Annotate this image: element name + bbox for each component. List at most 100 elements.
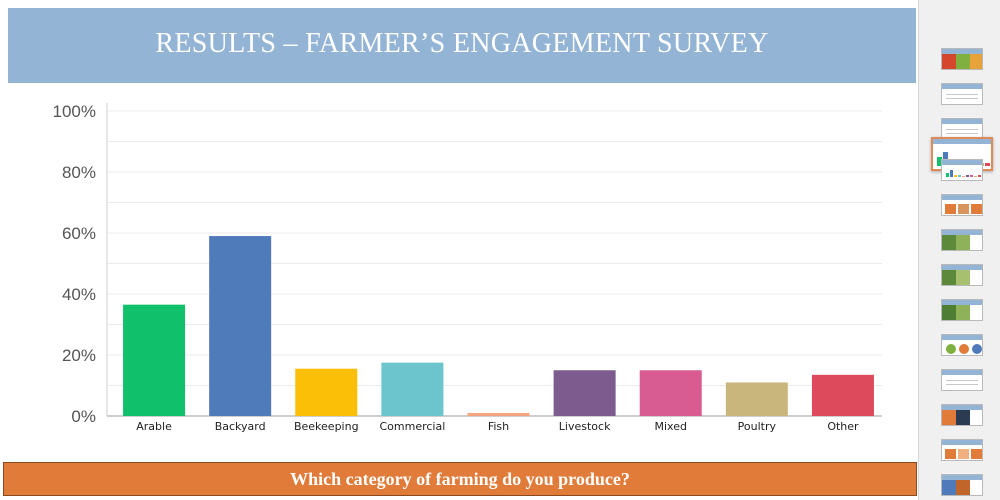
x-tick-label: Fish — [488, 420, 509, 433]
slide-thumbnail[interactable] — [941, 264, 983, 286]
x-tick-label: Arable — [136, 420, 172, 433]
slide-thumbnail[interactable] — [941, 194, 983, 216]
x-tick-label: Livestock — [559, 420, 611, 433]
x-axis-labels: Arable Backyard Beekeeping Commercial Fish Li… — [136, 420, 859, 433]
thumbnail-chart-bar — [962, 176, 965, 177]
bar-arable — [123, 304, 186, 416]
thumbnail-picture — [942, 480, 960, 495]
bar-poultry — [725, 382, 788, 416]
thumbnail-title-bar — [942, 265, 982, 270]
thumbnail-chart-bar — [978, 175, 981, 177]
bar-commercial — [381, 362, 444, 416]
y-tick-label: 40% — [62, 285, 96, 304]
thumbnail-picture — [942, 235, 960, 250]
y-axis-labels: 100% 80% 60% 40% 20% 0% — [53, 102, 96, 426]
slide-thumbnail[interactable] — [941, 299, 983, 321]
slide-thumbnail[interactable] — [941, 229, 983, 251]
thumbnail-title-bar — [942, 475, 982, 480]
thumbnail-chart-bar — [966, 175, 969, 177]
slide-thumbnail[interactable] — [941, 334, 983, 356]
thumbnail-picture — [956, 270, 970, 285]
thumbnail-title-bar — [933, 139, 991, 144]
chart-bars — [123, 236, 874, 416]
thumbnail-block — [971, 204, 982, 214]
thumbnail-title-bar — [942, 405, 982, 410]
thumbnail-title-bar — [942, 195, 982, 200]
thumbnail-chart-bar — [943, 151, 948, 166]
slide-thumbnail[interactable] — [941, 83, 983, 105]
thumbnail-pie — [946, 344, 956, 354]
thumbnail-picture — [970, 54, 982, 69]
bar-beekeeping — [295, 368, 358, 416]
slide-canvas: RESULTS – FARMER’S ENGAGEMENT SURVEY 100… — [3, 8, 917, 496]
thumbnail-title-bar — [942, 335, 982, 340]
thumbnail-pie — [959, 344, 969, 354]
x-tick-label: Poultry — [738, 420, 777, 433]
thumbnail-chart-bar — [974, 175, 977, 177]
slide-thumbnail[interactable] — [941, 159, 983, 181]
thumbnail-text-line — [946, 94, 978, 95]
thumbnail-block — [971, 449, 982, 459]
thumbnail-chart-bar — [970, 175, 973, 177]
thumbnail-chart-bar — [985, 162, 990, 166]
slide-thumbnail-panel[interactable] — [918, 0, 1000, 500]
thumbnail-picture — [956, 54, 970, 69]
thumbnail-picture — [942, 410, 960, 425]
bar-mixed — [639, 370, 702, 416]
thumbnail-chart-bar — [958, 174, 961, 177]
x-tick-label: Beekeeping — [294, 420, 359, 433]
bar-fish — [467, 412, 530, 416]
thumbnail-picture — [956, 235, 970, 250]
thumbnail-picture — [956, 480, 970, 495]
y-tick-label: 0% — [71, 407, 96, 426]
thumbnail-block — [945, 204, 956, 214]
y-tick-label: 20% — [62, 346, 96, 365]
slide-thumbnail[interactable] — [941, 474, 983, 496]
thumbnail-pie — [972, 344, 982, 354]
y-tick-label: 100% — [53, 102, 96, 121]
question-banner: Which category of farming do you produce… — [3, 462, 917, 496]
slide-thumbnail[interactable] — [941, 48, 983, 70]
x-tick-label: Other — [827, 420, 859, 433]
thumbnail-text-line — [946, 380, 978, 381]
x-tick-label: Mixed — [654, 420, 686, 433]
y-tick-label: 80% — [62, 163, 96, 182]
bar-livestock — [553, 370, 616, 416]
x-tick-label: Commercial — [379, 420, 445, 433]
x-tick-label: Backyard — [215, 420, 266, 433]
thumbnail-title-bar — [942, 230, 982, 235]
slide-thumbnail[interactable] — [941, 439, 983, 461]
slide-thumbnail[interactable] — [941, 369, 983, 391]
bar-backyard — [209, 236, 272, 416]
thumbnail-text-line — [946, 98, 978, 99]
thumbnail-title-bar — [942, 119, 982, 124]
y-tick-label: 60% — [62, 224, 96, 243]
thumbnail-chart-bar — [937, 157, 942, 166]
thumbnail-title-bar — [942, 440, 982, 445]
thumbnail-chart-bar — [946, 172, 949, 177]
survey-question: Which category of farming do you produce… — [290, 469, 630, 489]
thumbnail-block — [958, 449, 969, 459]
title-banner: RESULTS – FARMER’S ENGAGEMENT SURVEY — [8, 8, 916, 83]
thumbnail-picture — [942, 305, 960, 320]
slide-title: RESULTS – FARMER’S ENGAGEMENT SURVEY — [155, 28, 769, 59]
thumbnail-title-bar — [942, 49, 982, 54]
thumbnail-text-line — [946, 133, 978, 134]
bar-chart: 100% 80% 60% 40% 20% 0% Arable Backyard Beekeep… — [53, 102, 882, 433]
thumbnail-block — [945, 449, 956, 459]
thumbnail-picture — [942, 54, 960, 69]
thumbnail-picture — [956, 410, 970, 425]
thumbnail-chart-bar — [954, 175, 957, 177]
thumbnail-block — [958, 204, 969, 214]
thumbnail-title-bar — [942, 300, 982, 305]
thumbnail-picture — [942, 270, 960, 285]
thumbnail-chart-bar — [950, 169, 953, 177]
thumbnail-title-bar — [942, 370, 982, 375]
thumbnail-picture — [956, 305, 970, 320]
thumbnail-text-line — [946, 384, 978, 385]
bar-other — [811, 374, 874, 416]
thumbnail-title-bar — [942, 160, 982, 165]
thumbnail-title-bar — [942, 84, 982, 89]
slide-thumbnail[interactable] — [941, 404, 983, 426]
thumbnail-text-line — [946, 129, 978, 130]
